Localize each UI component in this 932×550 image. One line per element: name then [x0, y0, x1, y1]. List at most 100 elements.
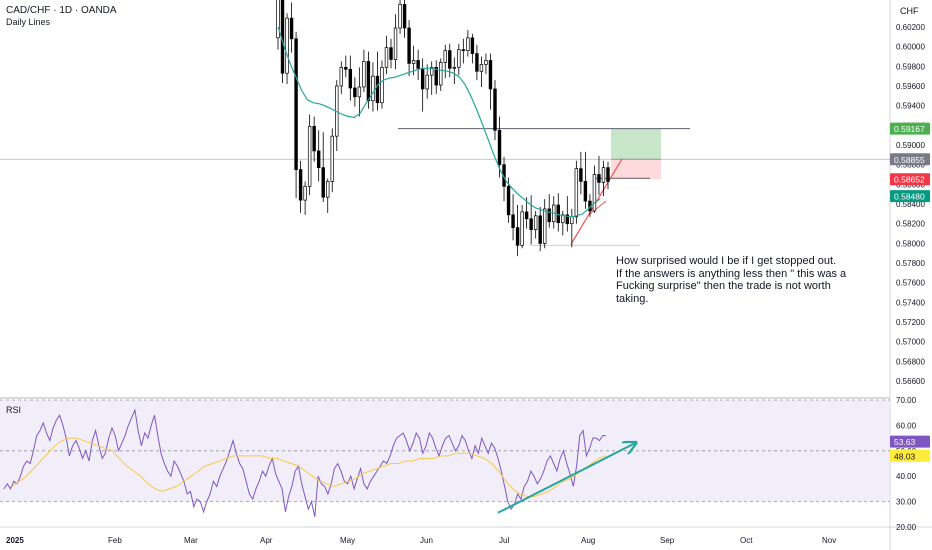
candle-body — [339, 66, 343, 87]
candle-body — [592, 174, 597, 212]
candle-body — [606, 167, 610, 182]
candle-body — [429, 66, 434, 76]
price-label-bg — [890, 173, 930, 186]
rsi-value-label-text: 53.63 — [894, 437, 916, 447]
time-tick-label: 2025 — [6, 536, 24, 545]
candle-body — [506, 185, 511, 216]
rsi-tick-label: 60.00 — [896, 421, 917, 430]
candle-body — [321, 167, 325, 198]
candle-body — [344, 66, 348, 70]
price-tick-label: 0.59600 — [896, 82, 925, 91]
candle-body — [298, 169, 303, 201]
moving-average-series — [277, 26, 601, 218]
price-tick-label: 0.59800 — [896, 62, 925, 71]
rsi-panel[interactable] — [0, 399, 890, 517]
candle-body — [538, 215, 542, 244]
candle-body — [407, 27, 411, 64]
time-tick-label: Feb — [108, 536, 122, 545]
candle-body — [312, 125, 316, 152]
candle-body — [362, 61, 366, 88]
candle-body — [461, 49, 466, 51]
candle-body — [434, 66, 438, 86]
candle-body — [443, 50, 447, 63]
candle-body — [457, 49, 461, 68]
price-tick-label: 0.56600 — [896, 377, 925, 386]
price-trendline-lower — [589, 200, 607, 215]
candle-body — [570, 216, 574, 225]
candle-body — [307, 125, 312, 187]
chart-subtitle: Daily Lines — [6, 17, 51, 27]
candle-body — [371, 75, 375, 102]
candle-body — [380, 66, 384, 104]
price-label-bg — [890, 122, 930, 135]
rsi-value-label-text: 48.03 — [894, 451, 916, 461]
time-tick-label: May — [340, 536, 355, 545]
price-label-text: 0.59167 — [894, 124, 925, 134]
candle-body — [543, 208, 547, 244]
candle-body — [330, 135, 334, 182]
price-tick-label: 0.57800 — [896, 259, 925, 268]
candle-body — [533, 215, 538, 230]
candle-body — [280, 0, 285, 74]
candle-body — [303, 185, 307, 201]
candle-body — [488, 60, 493, 90]
candlestick-series[interactable] — [276, 0, 610, 257]
candle-body — [439, 62, 443, 86]
candle-body — [511, 214, 515, 228]
price-tick-label: 0.57200 — [896, 318, 925, 327]
time-tick-label: Mar — [184, 536, 198, 545]
candle-body — [326, 181, 330, 198]
candle-body — [425, 74, 429, 90]
rsi-tick-label: 40.00 — [896, 472, 917, 481]
candle-body — [393, 27, 398, 60]
rsi-trendline-arrow — [497, 443, 636, 514]
price-tick-label: 0.57400 — [896, 298, 925, 307]
rsi-title: RSI — [6, 405, 22, 415]
candle-body — [420, 67, 425, 90]
price-tick-label: 0.56800 — [896, 357, 925, 366]
candle-body — [597, 174, 601, 183]
candle-body — [565, 214, 570, 225]
profit-zone — [611, 128, 661, 160]
price-tick-label: 0.60000 — [896, 43, 925, 52]
candle-body — [583, 181, 588, 202]
candle-body — [579, 168, 583, 182]
note-line-2: If the answers is anything less then " t… — [616, 267, 847, 280]
candle-body — [375, 75, 380, 104]
candle-body — [466, 37, 470, 51]
time-tick-label: Oct — [740, 536, 753, 545]
rsi-value-label-bg — [890, 449, 930, 462]
candle-body — [574, 168, 579, 218]
price-tick-label: 0.57600 — [896, 279, 925, 288]
candle-body — [294, 38, 298, 170]
candle-body — [515, 227, 520, 246]
candle-body — [384, 47, 389, 68]
note-line-1: How surprised would I be if I get stoppe… — [616, 255, 837, 267]
position-zones — [611, 128, 661, 180]
candle-body — [289, 17, 294, 40]
price-label-bg — [890, 153, 930, 166]
candle-body — [524, 211, 529, 220]
candle-body — [402, 4, 407, 29]
price-label-text: 0.58855 — [894, 155, 925, 165]
rsi-tick-label: 70.00 — [896, 396, 917, 405]
candle-body — [470, 37, 475, 54]
candle-body — [520, 211, 524, 246]
rsi-line — [3, 408, 606, 517]
annotation-note: How surprised would I be if I get stoppe… — [616, 255, 861, 305]
candle-body — [398, 4, 402, 29]
candle-body — [411, 60, 416, 64]
price-tick-label: 0.59400 — [896, 102, 925, 111]
time-tick-label: Jun — [420, 536, 433, 545]
candle-body — [547, 208, 551, 223]
price-tick-label: 0.60200 — [896, 23, 925, 32]
candle-body — [348, 68, 353, 89]
price-tick-label: 0.59000 — [896, 141, 925, 150]
candle-body — [448, 50, 452, 69]
time-tick-label: Nov — [822, 536, 836, 545]
price-tick-label: 0.58400 — [896, 200, 925, 209]
price-label-text: 0.58480 — [894, 192, 925, 202]
rsi-tick-label: 20.00 — [896, 523, 917, 532]
candle-body — [353, 87, 357, 98]
